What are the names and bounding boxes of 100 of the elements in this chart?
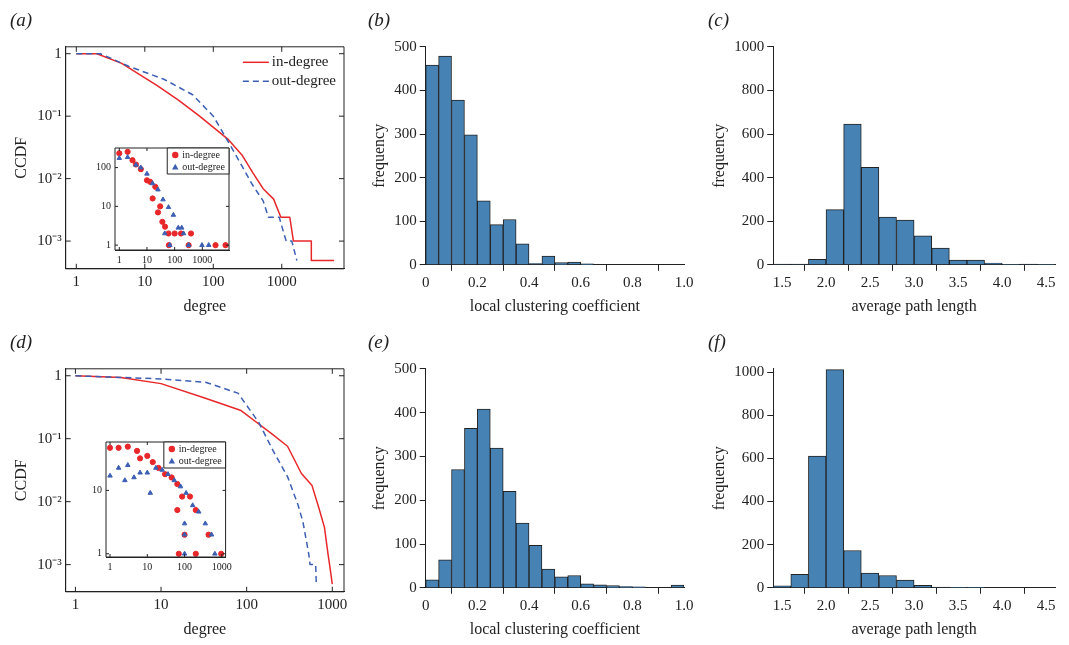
legend-label: out-degree	[182, 160, 226, 172]
y-tick-label: 300	[394, 124, 417, 141]
x-tick-label: 1	[116, 253, 122, 265]
y-tick-label: 10	[92, 484, 102, 496]
x-tick-label: 1	[72, 272, 81, 289]
y-tick-label: 400	[741, 492, 765, 509]
x-tick-label: 2.0	[816, 273, 836, 290]
x-tick-label: 1000	[192, 253, 213, 265]
x-tick-label: 100	[235, 595, 258, 612]
y-tick-label: 10⁻¹	[37, 107, 62, 124]
x-tick-label: 4.0	[992, 273, 1012, 290]
y-axis-title: CCDF	[11, 459, 29, 502]
x-tick-label: 0.8	[622, 596, 642, 613]
y-tick-label: 600	[741, 124, 765, 141]
y-tick-label: 1	[54, 366, 62, 383]
chart-title: (e)	[368, 331, 390, 354]
x-tick-label: 3.0	[904, 273, 924, 290]
x-tick-label: 0.6	[571, 596, 591, 613]
chart-title: (b)	[368, 9, 391, 32]
x-tick-label: 2.0	[816, 596, 836, 613]
legend-label: out-degree	[271, 72, 337, 89]
x-tick-label: 1.0	[674, 596, 694, 613]
x-tick-label: 1	[71, 595, 80, 612]
y-tick-label: 600	[741, 449, 765, 466]
x-tick-label: 4.0	[992, 596, 1012, 613]
x-tick-label: 4.5	[1036, 596, 1056, 613]
y-tick-label: 1000	[734, 37, 765, 54]
y-tick-label: 10⁻²	[37, 169, 63, 186]
x-tick-label: 1.5	[772, 273, 792, 290]
x-tick-label: 0.6	[571, 273, 591, 290]
y-tick-label: 1	[106, 238, 111, 250]
x-tick-label: 0.8	[622, 273, 642, 290]
x-tick-label: 0	[421, 596, 430, 613]
y-tick-label: 10⁻²	[37, 492, 63, 509]
y-axis-title: frequency	[369, 446, 388, 511]
x-tick-label: 10	[141, 253, 152, 265]
y-tick-label: 200	[394, 491, 417, 508]
y-tick-label: 10⁻³	[37, 555, 63, 572]
x-tick-label: 0.2	[467, 596, 487, 613]
x-axis-title: degree	[183, 619, 227, 638]
legend-label: in-degree	[178, 442, 218, 454]
x-tick-label: 3.5	[948, 273, 968, 290]
x-axis-title: local clustering coefficient	[469, 296, 641, 315]
x-tick-label: 1.0	[674, 273, 694, 290]
x-tick-label: 10	[142, 560, 153, 572]
y-tick-label: 400	[394, 81, 417, 98]
x-tick-label: 0.2	[467, 273, 487, 290]
legend-label: out-degree	[178, 454, 223, 466]
y-tick-label: 400	[394, 403, 417, 420]
y-tick-label: 500	[394, 359, 417, 376]
x-tick-label: 10	[137, 272, 153, 289]
chart-title: (f)	[708, 331, 726, 354]
chart-title: (c)	[708, 9, 730, 32]
x-tick-label: 3.5	[948, 596, 968, 613]
y-axis-title: frequency	[709, 446, 728, 511]
y-tick-label: 1	[97, 547, 102, 559]
y-tick-label: 200	[741, 535, 765, 552]
y-tick-label: 100	[394, 534, 417, 551]
y-tick-label: 800	[741, 406, 765, 423]
chart-title: (a)	[10, 9, 33, 32]
y-tick-label: 0	[756, 578, 765, 595]
x-tick-label: 1.5	[772, 596, 792, 613]
y-tick-label: 800	[741, 81, 765, 98]
y-tick-label: 10	[101, 200, 111, 211]
x-tick-label: 2.5	[860, 273, 880, 290]
x-axis-title: local clustering coefficient	[469, 619, 641, 638]
y-tick-label: 10⁻¹	[37, 429, 62, 446]
x-tick-label: 0.4	[519, 596, 539, 613]
legend-label: in-degree	[182, 148, 221, 160]
y-tick-label: 1	[54, 44, 62, 61]
y-axis-title: CCDF	[11, 136, 29, 179]
x-axis-title: average path length	[851, 296, 977, 315]
y-tick-label: 400	[741, 168, 765, 185]
y-tick-label: 200	[394, 168, 417, 185]
y-tick-label: 300	[394, 447, 417, 464]
y-tick-label: 100	[394, 212, 417, 229]
x-tick-label: 1000	[266, 272, 297, 289]
x-tick-label: 2.5	[860, 596, 880, 613]
x-tick-label: 100	[177, 560, 193, 572]
y-axis-title: frequency	[709, 123, 728, 188]
y-tick-label: 200	[741, 212, 765, 229]
y-tick-label: 10⁻³	[37, 232, 63, 249]
x-tick-label: 4.5	[1036, 273, 1056, 290]
y-tick-label: 0	[409, 578, 417, 595]
x-axis-title: average path length	[851, 619, 977, 638]
legend-label: in-degree	[271, 53, 329, 70]
chart-title: (d)	[10, 331, 33, 354]
x-tick-label: 100	[167, 253, 183, 265]
x-tick-label: 3.0	[904, 596, 924, 613]
x-tick-label: 1000	[211, 560, 232, 572]
y-tick-label: 100	[96, 161, 111, 173]
y-tick-label: 500	[394, 37, 417, 54]
x-tick-label: 10	[153, 595, 169, 612]
y-tick-label: 1000	[734, 362, 765, 379]
y-axis-title: frequency	[369, 123, 388, 188]
x-axis-title: degree	[183, 296, 227, 315]
x-tick-label: 0.4	[519, 273, 539, 290]
x-tick-label: 1000	[317, 595, 348, 612]
x-tick-label: 0	[421, 273, 430, 290]
x-tick-label: 100	[202, 272, 225, 289]
